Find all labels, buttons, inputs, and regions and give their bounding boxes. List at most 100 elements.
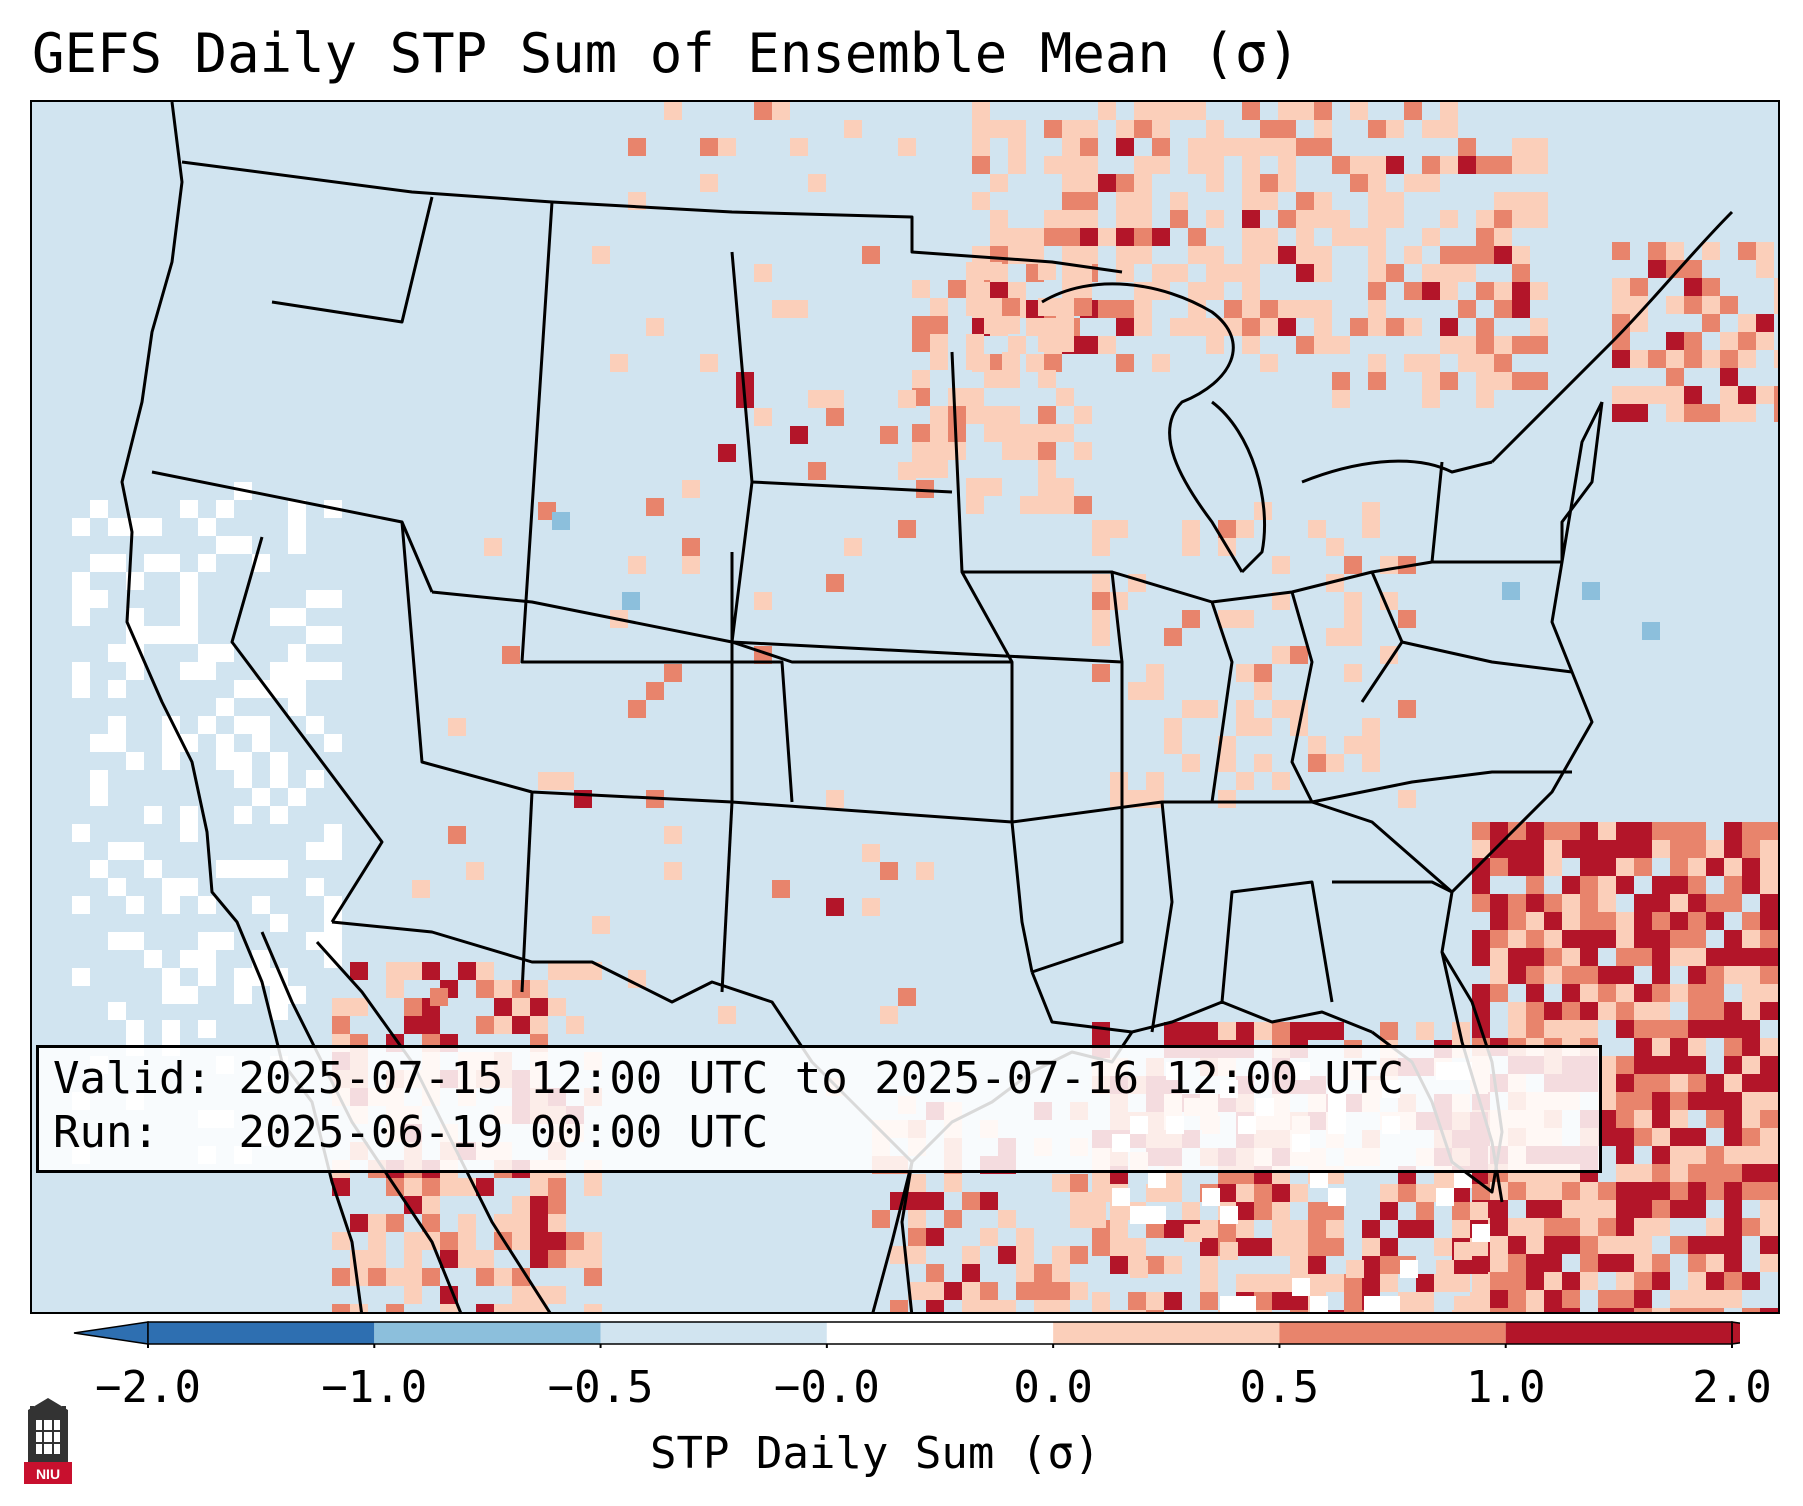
anomaly-cell bbox=[1724, 894, 1742, 912]
anomaly-cell bbox=[198, 1020, 216, 1038]
anomaly-cell bbox=[72, 680, 90, 698]
anomaly-cell bbox=[1512, 210, 1530, 228]
anomaly-cell bbox=[1706, 1182, 1724, 1200]
anomaly-cell bbox=[584, 1178, 602, 1196]
anomaly-cell bbox=[1380, 1202, 1398, 1220]
anomaly-cell bbox=[368, 1268, 386, 1286]
anomaly-cell bbox=[1778, 1218, 1780, 1236]
anomaly-cell bbox=[584, 962, 602, 980]
anomaly-cell bbox=[1670, 1020, 1688, 1038]
anomaly-cell bbox=[1260, 174, 1278, 192]
anomaly-cell bbox=[998, 1210, 1016, 1228]
anomaly-cell bbox=[890, 1300, 908, 1312]
anomaly-cell bbox=[530, 998, 548, 1016]
colorbar bbox=[73, 1321, 1740, 1348]
colorbar-tick-label: 0.0 bbox=[1013, 1362, 1093, 1413]
anomaly-cell bbox=[1580, 930, 1598, 948]
colorbar-tick-label: −2.0 bbox=[95, 1362, 201, 1413]
anomaly-cell bbox=[108, 1002, 126, 1020]
anomaly-cell bbox=[1242, 318, 1260, 336]
anomaly-cell bbox=[1278, 156, 1296, 174]
anomaly-cell bbox=[1598, 1128, 1616, 1146]
anomaly-cell bbox=[980, 1228, 998, 1246]
anomaly-cell bbox=[754, 408, 772, 426]
anomaly-cell bbox=[1724, 1020, 1742, 1038]
anomaly-cell bbox=[1242, 336, 1260, 354]
anomaly-cell bbox=[1616, 1254, 1634, 1272]
anomaly-cell bbox=[1220, 1242, 1238, 1260]
anomaly-cell bbox=[1670, 1110, 1688, 1128]
anomaly-cell bbox=[288, 680, 306, 698]
anomaly-cell bbox=[1476, 210, 1494, 228]
anomaly-cell bbox=[1490, 1308, 1508, 1312]
anomaly-cell bbox=[1134, 300, 1152, 318]
anomaly-cell bbox=[72, 968, 90, 986]
anomaly-cell bbox=[1452, 1220, 1470, 1238]
anomaly-cell bbox=[700, 174, 718, 192]
anomaly-cell bbox=[1278, 300, 1296, 318]
anomaly-cell bbox=[1170, 192, 1188, 210]
anomaly-cell bbox=[548, 1196, 566, 1214]
anomaly-cell bbox=[1652, 1200, 1670, 1218]
anomaly-cell bbox=[440, 1250, 458, 1268]
anomaly-cell bbox=[270, 860, 288, 878]
anomaly-cell bbox=[1110, 1202, 1128, 1220]
anomaly-cell bbox=[966, 280, 984, 298]
anomaly-cell bbox=[1134, 318, 1152, 336]
anomaly-cell bbox=[1634, 930, 1652, 948]
anomaly-cell bbox=[1490, 1290, 1508, 1308]
anomaly-cell bbox=[1272, 1292, 1290, 1310]
anomaly-cell bbox=[1362, 1220, 1380, 1238]
anomaly-cell bbox=[1436, 1188, 1454, 1206]
anomaly-cell bbox=[1688, 858, 1706, 876]
anomaly-cell bbox=[1706, 1236, 1724, 1254]
anomaly-cell bbox=[1206, 246, 1224, 264]
anomaly-cell bbox=[584, 1250, 602, 1268]
anomaly-cell bbox=[664, 826, 682, 844]
anomaly-cell bbox=[1526, 1002, 1544, 1020]
anomaly-cell bbox=[350, 1304, 368, 1312]
anomaly-cell bbox=[1598, 1002, 1616, 1020]
anomaly-cell bbox=[1724, 1218, 1742, 1236]
anomaly-cell bbox=[72, 608, 90, 626]
anomaly-cell bbox=[984, 316, 1002, 334]
anomaly-cell bbox=[1422, 390, 1440, 408]
anomaly-cell bbox=[1116, 174, 1134, 192]
anomaly-cell bbox=[1272, 1220, 1290, 1238]
anomaly-cell bbox=[548, 962, 566, 980]
anomaly-cell bbox=[1494, 156, 1512, 174]
anomaly-cell bbox=[1720, 332, 1738, 350]
anomaly-cell bbox=[584, 1268, 602, 1286]
anomaly-cell bbox=[736, 372, 754, 390]
anomaly-cell bbox=[1756, 242, 1774, 260]
anomaly-cell bbox=[1200, 1220, 1218, 1238]
anomaly-cell bbox=[898, 520, 916, 538]
anomaly-cell bbox=[1670, 1290, 1688, 1308]
anomaly-cell bbox=[944, 1174, 962, 1192]
anomaly-cell bbox=[1490, 1254, 1508, 1272]
anomaly-cell bbox=[1290, 1220, 1308, 1238]
anomaly-cell bbox=[1490, 840, 1508, 858]
anomaly-cell bbox=[972, 102, 990, 120]
anomaly-cell bbox=[1308, 754, 1326, 772]
anomaly-cell bbox=[1742, 822, 1760, 840]
anomaly-cell bbox=[1508, 858, 1526, 876]
anomaly-cell bbox=[1416, 1022, 1434, 1040]
anomaly-cell bbox=[1002, 406, 1020, 424]
anomaly-cell bbox=[930, 298, 948, 316]
anomaly-cell bbox=[1778, 1092, 1780, 1110]
anomaly-cell bbox=[1052, 1282, 1070, 1300]
anomaly-cell bbox=[1314, 300, 1332, 318]
anomaly-cell bbox=[494, 1304, 512, 1312]
anomaly-cell bbox=[1544, 1200, 1562, 1218]
anomaly-cell bbox=[144, 626, 162, 644]
anomaly-cell bbox=[1562, 930, 1580, 948]
anomaly-cell bbox=[1526, 1200, 1544, 1218]
anomaly-cell bbox=[1742, 966, 1760, 984]
anomaly-cell bbox=[1706, 1272, 1724, 1290]
anomaly-cell bbox=[198, 518, 216, 536]
anomaly-cell bbox=[754, 264, 772, 282]
anomaly-cell bbox=[1688, 1002, 1706, 1020]
anomaly-cell bbox=[1742, 1056, 1760, 1074]
anomaly-cell bbox=[288, 518, 306, 536]
